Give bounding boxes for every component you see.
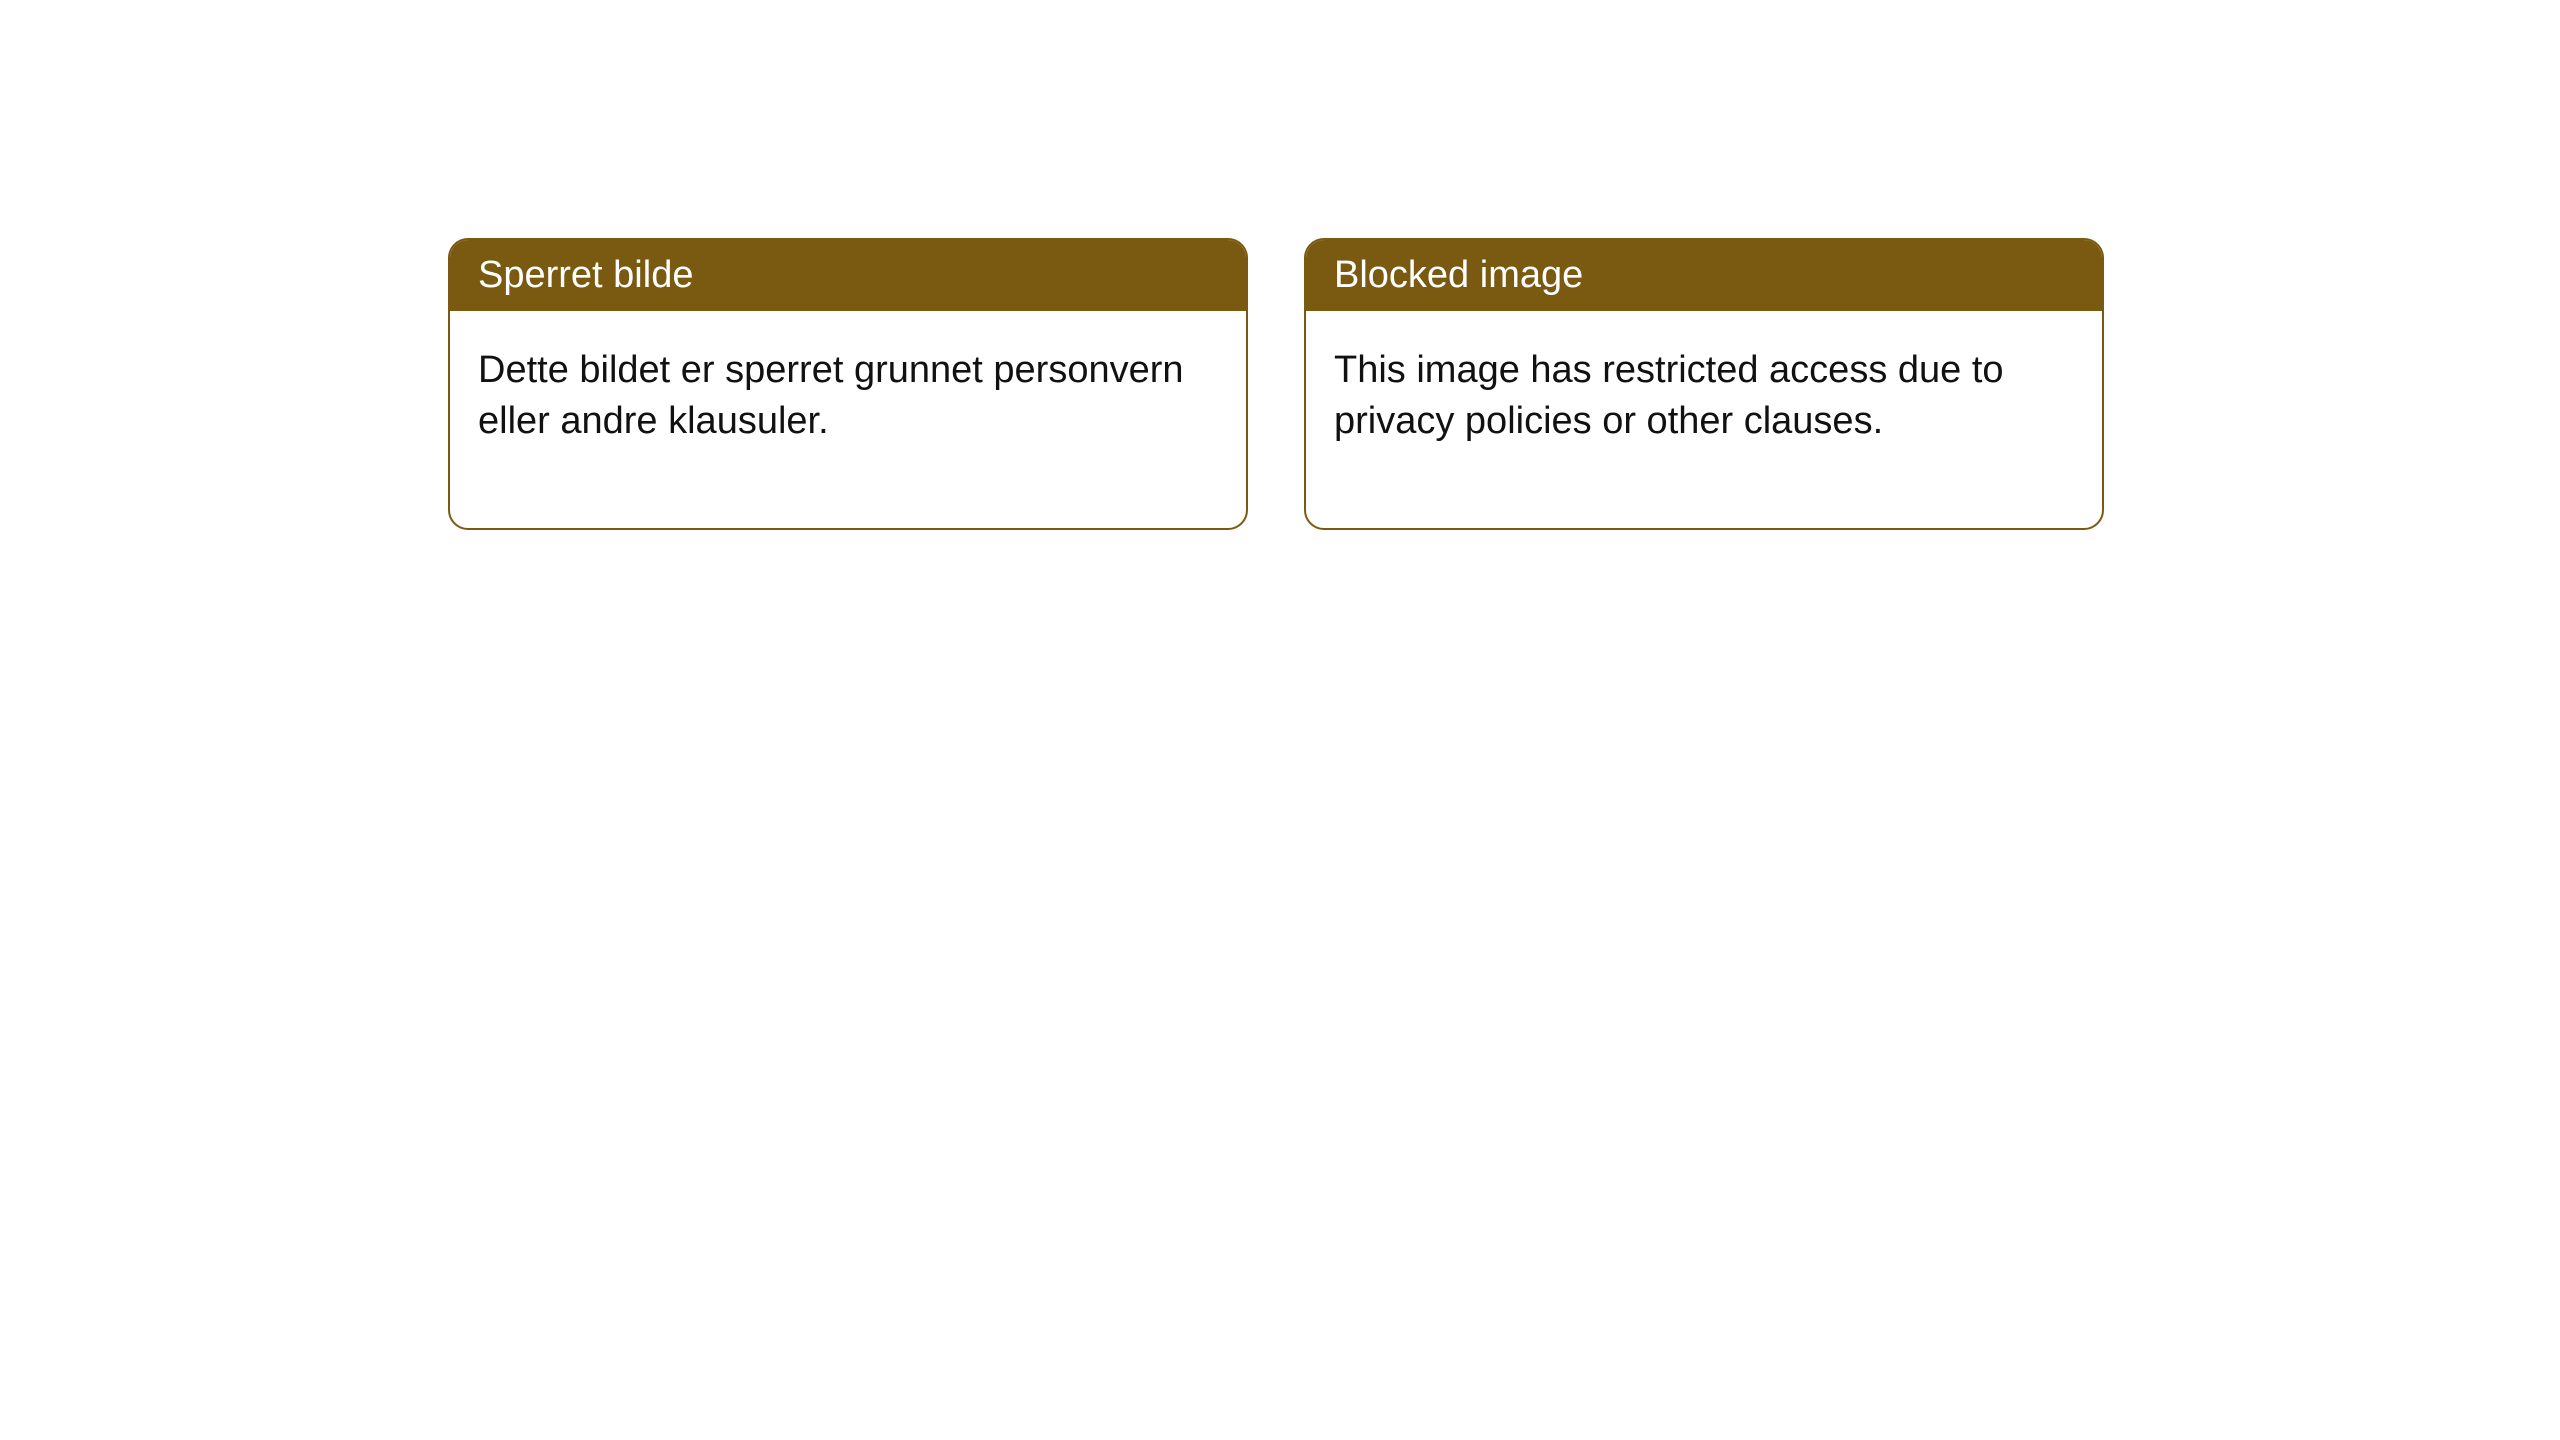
notice-container: Sperret bilde Dette bildet er sperret gr… [0, 0, 2560, 530]
notice-card-header: Blocked image [1306, 240, 2102, 311]
notice-card-body: Dette bildet er sperret grunnet personve… [450, 311, 1246, 528]
notice-card-title: Sperret bilde [478, 254, 693, 296]
notice-card-message: This image has restricted access due to … [1334, 349, 2004, 442]
notice-card-norwegian: Sperret bilde Dette bildet er sperret gr… [448, 238, 1248, 530]
notice-card-message: Dette bildet er sperret grunnet personve… [478, 349, 1184, 442]
notice-card-english: Blocked image This image has restricted … [1304, 238, 2104, 530]
notice-card-header: Sperret bilde [450, 240, 1246, 311]
notice-card-title: Blocked image [1334, 254, 1583, 296]
notice-card-body: This image has restricted access due to … [1306, 311, 2102, 528]
